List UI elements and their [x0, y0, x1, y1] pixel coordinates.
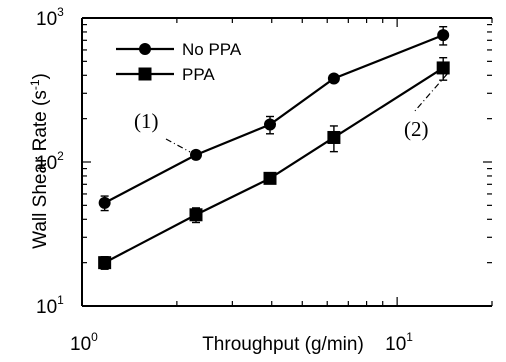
legend: No PPA PPA	[116, 40, 242, 84]
annotation-1: (1)	[134, 109, 159, 133]
marker-square	[263, 171, 277, 185]
marker-square	[436, 61, 450, 75]
marker-square	[189, 208, 203, 222]
marker-circle	[98, 196, 111, 209]
x-tick-label-exp: 1	[406, 330, 413, 344]
axes	[81, 17, 492, 307]
x-tick-label-base: 10	[70, 334, 91, 355]
marker-circle	[437, 29, 450, 42]
legend-label: No PPA	[182, 40, 242, 59]
x-tick-label: 101	[385, 330, 413, 355]
series-1	[98, 57, 450, 270]
legend-label: PPA	[182, 65, 215, 84]
annotation-2: (2)	[404, 117, 429, 141]
y-tick-label: 102	[36, 149, 64, 174]
x-tick-label: 100	[70, 330, 98, 355]
y-axis-label: Wall Shear Rate (s-1)	[28, 73, 51, 249]
marker-circle	[189, 148, 202, 161]
y-axis-label-sup: -1	[28, 79, 42, 90]
y-tick-label-base: 10	[36, 153, 57, 174]
y-axis-label-close: )	[30, 73, 51, 79]
y-tick-label-base: 10	[36, 297, 57, 318]
marker-square	[138, 67, 152, 81]
series-line	[104, 67, 444, 264]
series-0	[98, 26, 450, 212]
marker-square	[327, 130, 341, 144]
annotation-leader-1	[165, 138, 191, 153]
y-tick-label: 101	[36, 293, 64, 318]
y-axis-label-main: Wall Shear Rate (s	[30, 90, 51, 249]
y-tick-label-exp: 3	[57, 5, 64, 19]
marker-square	[98, 256, 112, 270]
marker-circle	[264, 118, 277, 131]
annotation-leader-2	[413, 73, 448, 113]
y-tick-label-exp: 2	[57, 149, 64, 163]
annotations: (1) (2)	[134, 73, 448, 153]
x-tick-label-base: 10	[385, 334, 406, 355]
marker-circle	[139, 43, 151, 55]
y-tick-label-exp: 1	[57, 293, 64, 307]
marker-circle	[327, 72, 340, 85]
y-tick-label-base: 10	[36, 9, 57, 30]
y-tick-label: 103	[36, 5, 64, 30]
x-tick-label-exp: 0	[91, 330, 98, 344]
series-layer	[98, 26, 450, 270]
x-axis-label: Throughput (g/min)	[202, 334, 364, 355]
